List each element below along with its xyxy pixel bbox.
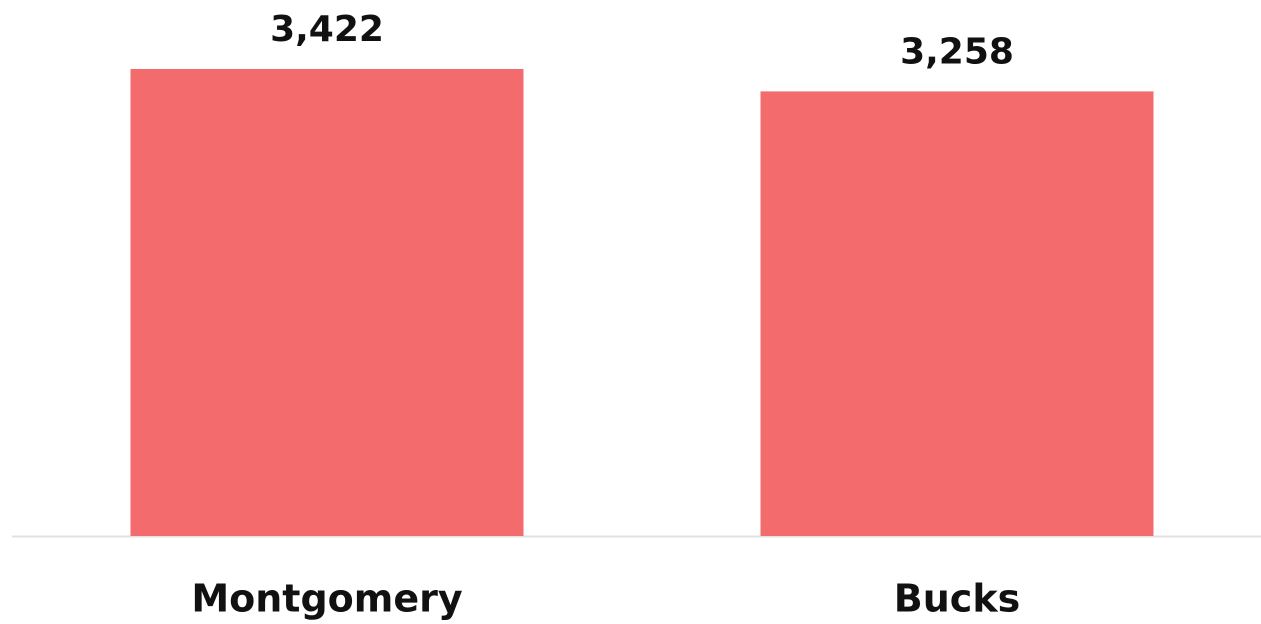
x-tick-label: Bucks bbox=[894, 577, 1020, 621]
value-label: 3,422 bbox=[270, 9, 384, 50]
bar bbox=[130, 69, 524, 536]
value-label: 3,258 bbox=[900, 31, 1014, 72]
bar bbox=[760, 91, 1154, 536]
x-tick-label: Montgomery bbox=[191, 577, 463, 621]
